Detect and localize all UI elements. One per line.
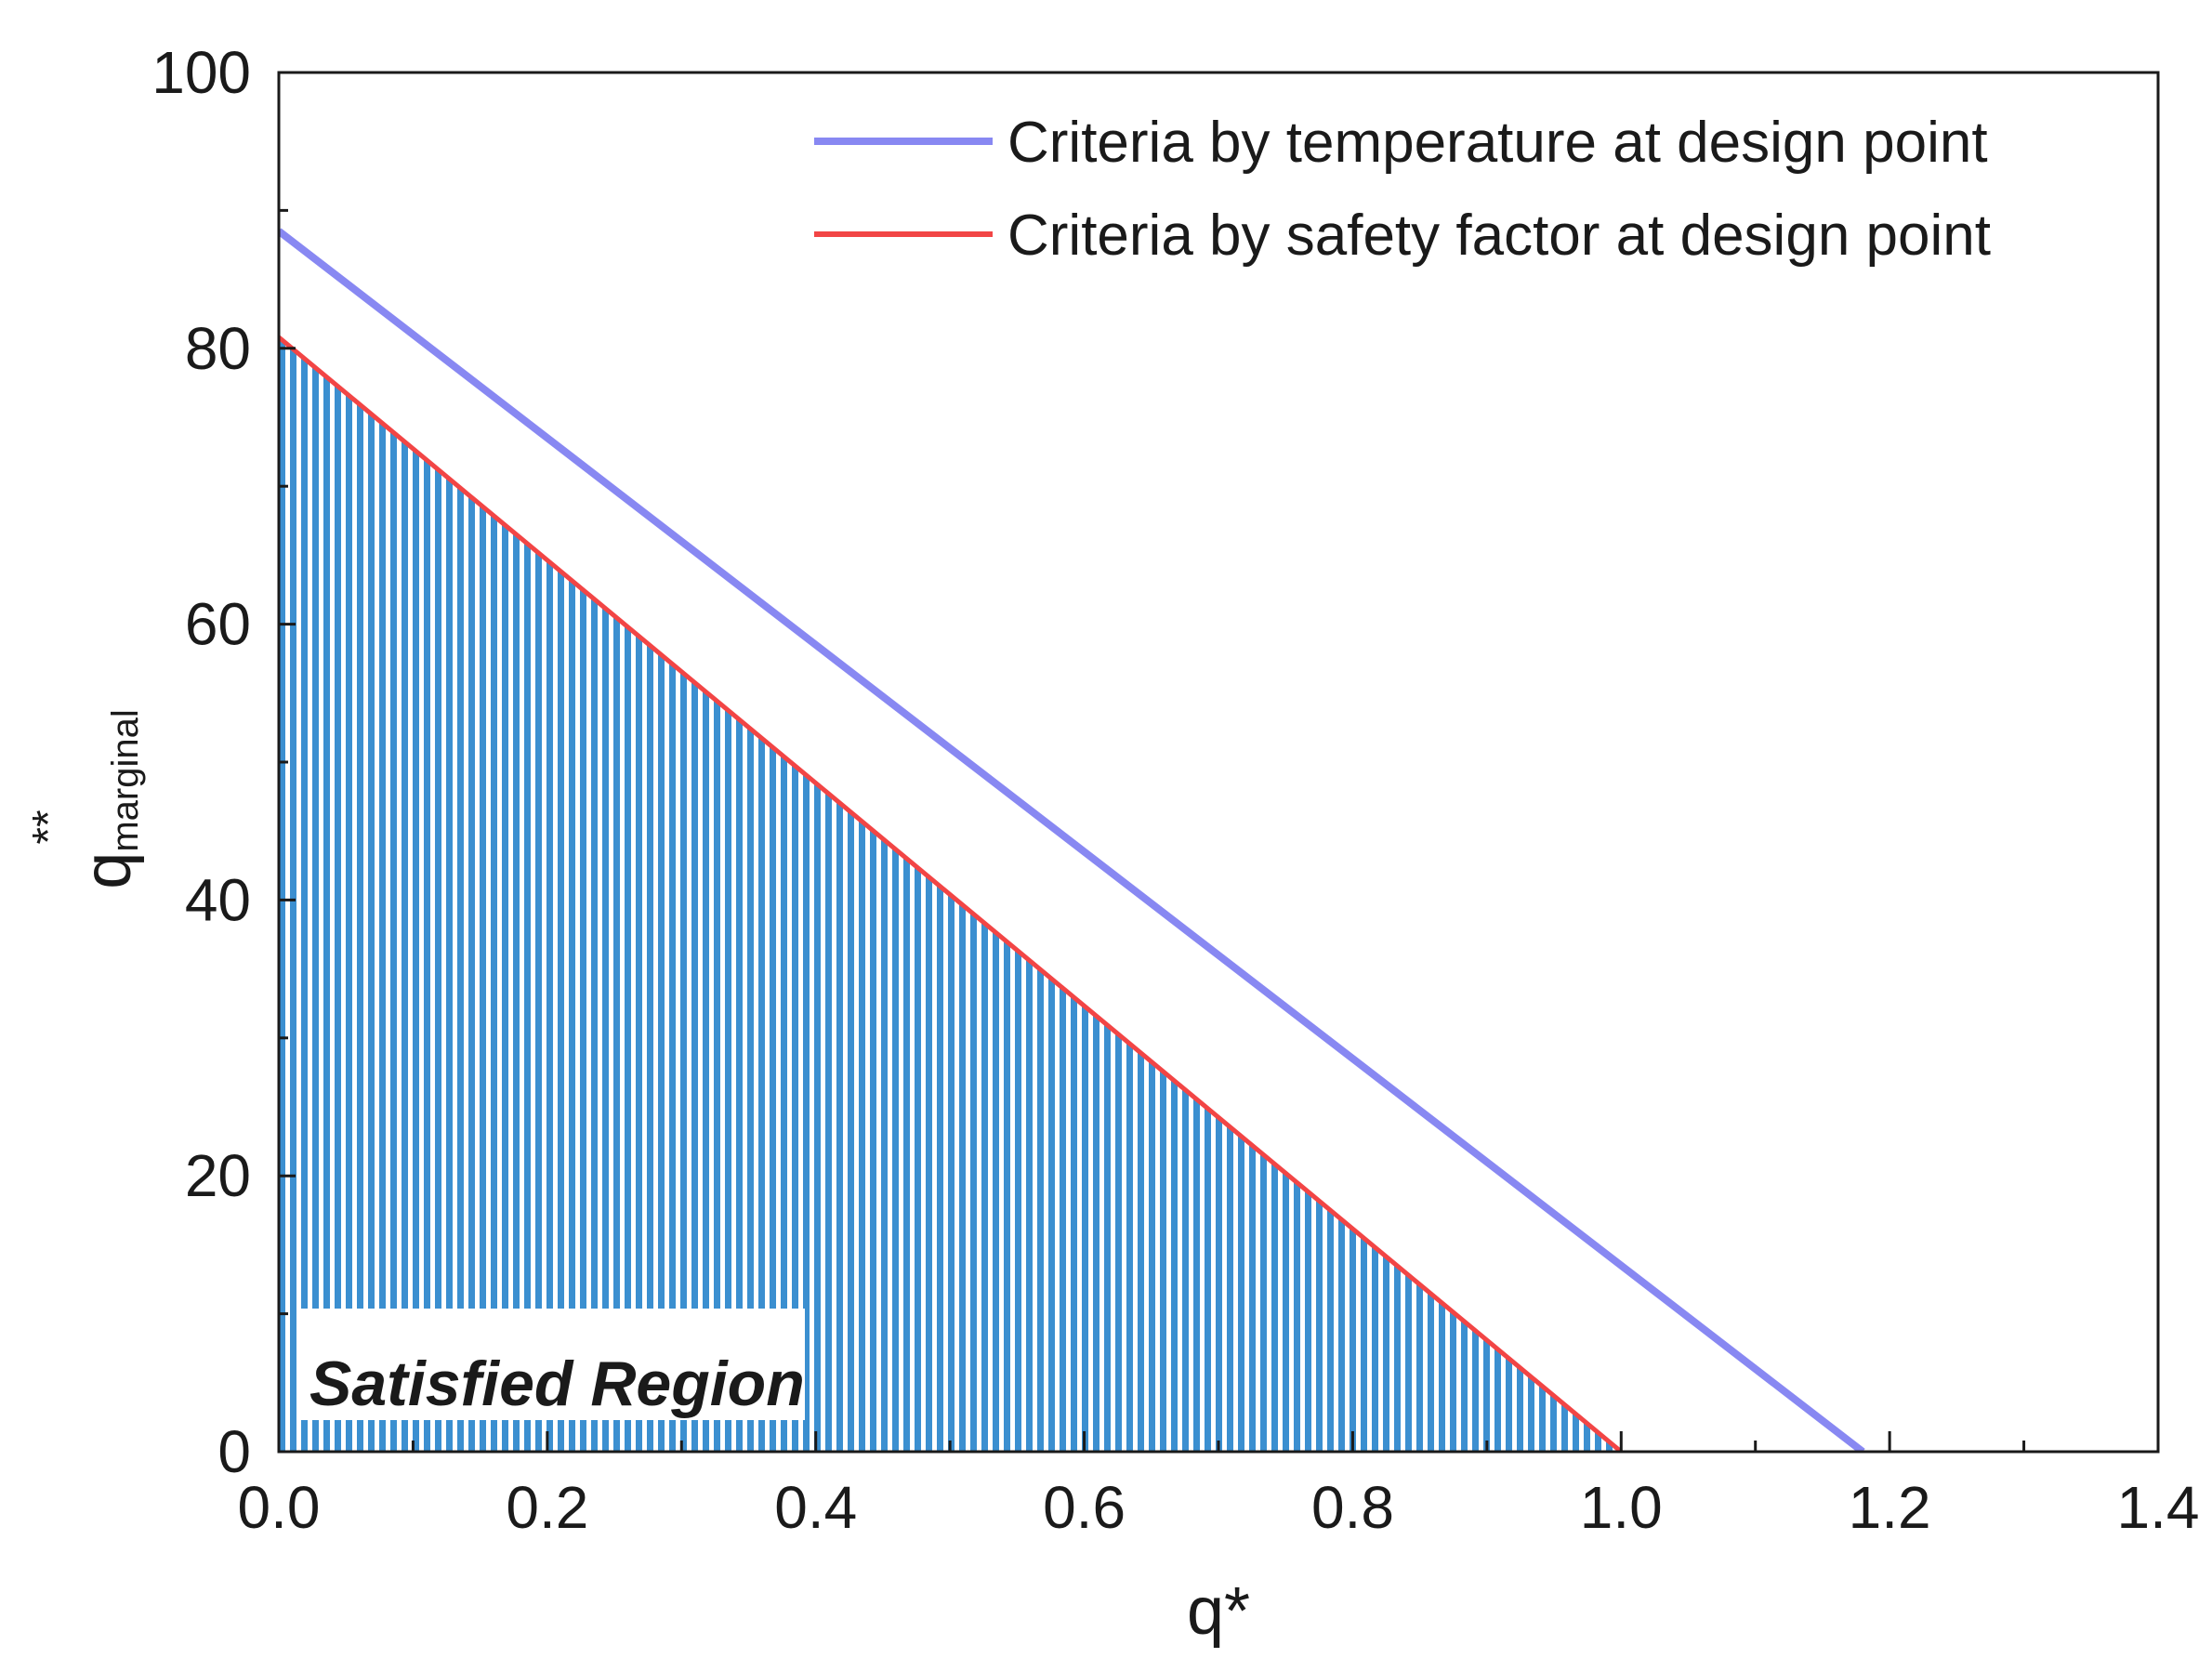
y-tick-label: 60 (185, 591, 251, 658)
y-axis-title-base: q (71, 852, 145, 889)
x-tick-label: 0.6 (1043, 1474, 1126, 1541)
y-axis-ticks: 0 20 40 60 80 100 (151, 39, 296, 1485)
legend-label-1: Criteria by temperature at design point (1007, 111, 1988, 175)
satisfied-region-label-box (301, 1309, 805, 1420)
x-tick-label: 0.2 (506, 1474, 588, 1541)
x-tick-label: 0.8 (1311, 1474, 1394, 1541)
series-line-2 (279, 336, 1623, 1452)
x-axis-ticks: 0.0 0.2 0.4 0.6 0.8 1.0 1.2 1.4 (238, 1431, 2200, 1541)
x-tick-label: 1.4 (2117, 1474, 2200, 1541)
legend: Criteria by temperature at design point C… (814, 111, 1991, 268)
series-line-1 (279, 228, 1865, 1452)
y-tick-label: 0 (217, 1418, 251, 1485)
satisfied-region-label: Satisfied Region (309, 1349, 805, 1419)
x-tick-label: 0.0 (238, 1474, 321, 1541)
x-axis-title: q* (1187, 1574, 1250, 1649)
series-layer (279, 228, 1865, 1452)
y-tick-label: 80 (185, 315, 251, 382)
x-tick-label: 1.0 (1580, 1474, 1663, 1541)
legend-label-2: Criteria by safety factor at design poin… (1007, 204, 1991, 268)
y-axis-title-subscript: marginal (105, 709, 146, 851)
y-tick-label: 100 (151, 39, 251, 106)
y-axis-title: qmarginal ** (24, 709, 146, 888)
y-axis-title-superscript: ** (24, 809, 73, 844)
x-tick-label: 1.2 (1849, 1474, 1931, 1541)
x-tick-label: 0.4 (774, 1474, 857, 1541)
y-tick-label: 40 (185, 866, 251, 933)
y-tick-label: 20 (185, 1142, 251, 1209)
svg-text:qmarginal: qmarginal (71, 709, 146, 888)
